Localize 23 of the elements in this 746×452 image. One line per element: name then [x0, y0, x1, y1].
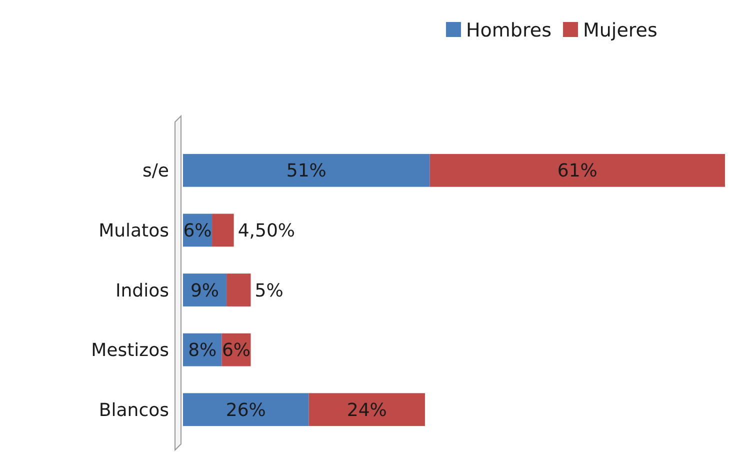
data-label: 9%	[190, 280, 220, 302]
y-tick-label: Indios	[115, 280, 169, 302]
data-label: 26%	[226, 400, 266, 421]
bar	[212, 214, 234, 247]
data-label: 8%	[188, 340, 217, 362]
y-tick-label: Mulatos	[98, 220, 169, 242]
data-label: 6%	[183, 220, 212, 242]
bar	[430, 154, 725, 187]
y-tick-label: Blancos	[98, 400, 169, 421]
legend-label: Mujeres	[583, 20, 658, 42]
bar	[226, 274, 251, 306]
data-label: 4,50%	[238, 220, 295, 242]
y-tick-label: Mestizos	[91, 340, 169, 362]
bar	[183, 154, 430, 187]
bar	[308, 393, 425, 426]
data-label: 6%	[222, 340, 251, 362]
data-label: 61%	[557, 160, 598, 182]
y-tick-label: s/e	[142, 160, 169, 182]
data-label: 51%	[286, 160, 326, 182]
bar	[183, 393, 309, 426]
legend-label: Hombres	[466, 20, 552, 42]
data-label: 5%	[254, 280, 284, 302]
data-label: 24%	[346, 400, 387, 421]
